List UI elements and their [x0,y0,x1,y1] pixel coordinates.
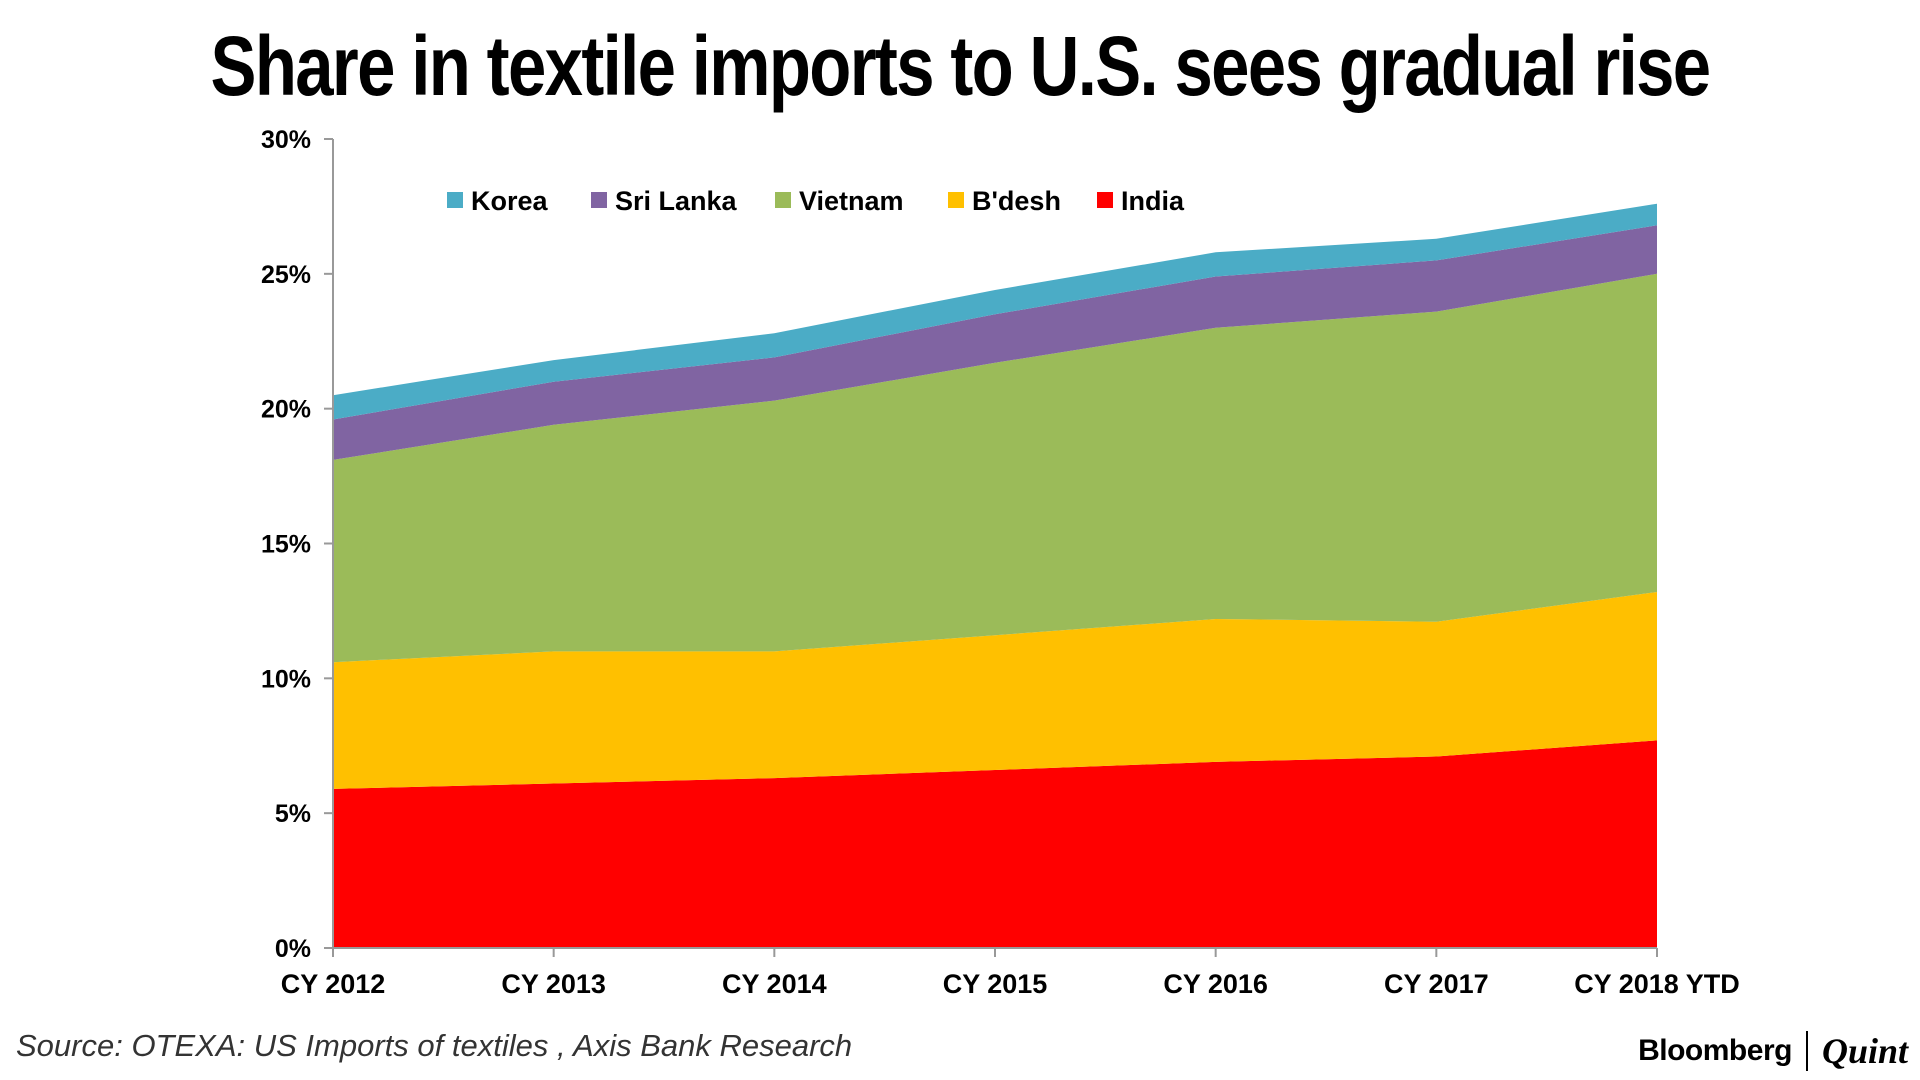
y-tick-label: 25% [261,261,311,289]
x-tick-label: CY 2016 [1163,969,1268,999]
y-tick-label: 15% [261,531,311,559]
legend-label: Korea [471,186,549,216]
x-axis-labels: CY 2012 CY 2013 CY 2014 CY 2015 CY 2016 CY 20… [281,969,1740,999]
legend-item-b-desh: B'desh [948,186,1061,216]
brand-bloomberg: Bloomberg [1638,1034,1792,1067]
legend: Korea Sri Lanka Vietnam B'desh India [447,186,1185,216]
y-tick-label: 5% [275,800,311,828]
legend-item-india: India [1097,186,1185,216]
series-area-b-desh [333,592,1657,789]
brand-divider [1805,1031,1808,1071]
series-area-sri-lanka [333,225,1657,460]
source-note: Source: OTEXA: US Imports of textiles , … [16,1028,853,1063]
legend-label: Vietnam [799,186,904,216]
y-tick-label: 0% [275,935,311,963]
x-tick-label: CY 2018 YTD [1574,969,1740,999]
legend-swatch [948,192,964,208]
legend-label: Sri Lanka [615,186,738,216]
series-area-india [333,740,1657,948]
y-tick-label: 20% [261,396,311,424]
series-area-vietnam [333,273,1657,663]
y-axis-labels: 0% 5% 10% 15% 20% 25% 30% [261,126,311,963]
x-tick-label: CY 2015 [943,969,1048,999]
x-tick-label: CY 2013 [501,969,606,999]
y-tick-label: 30% [261,126,311,154]
legend-item-vietnam: Vietnam [775,186,904,216]
x-tick-label: CY 2012 [281,969,386,999]
legend-swatch [775,192,791,208]
x-tick-label: CY 2017 [1384,969,1489,999]
y-tick-label: 10% [261,665,311,693]
legend-swatch [1097,192,1113,208]
legend-label: B'desh [972,186,1061,216]
chart-axes [324,138,1658,957]
chart-title: Share in textile imports to U.S. sees gr… [210,19,1712,113]
series-areas [333,203,1657,948]
brand-quint: Quint [1821,1031,1908,1071]
legend-label: India [1121,186,1185,216]
legend-item-sri-lanka: Sri Lanka [591,186,738,216]
legend-item-korea: Korea [447,186,549,216]
legend-swatch [591,192,607,208]
x-tick-label: CY 2014 [722,969,827,999]
series-area-korea [333,203,1657,420]
brand-logo: Bloomberg Quint [1638,1030,1908,1072]
legend-swatch [447,192,463,208]
